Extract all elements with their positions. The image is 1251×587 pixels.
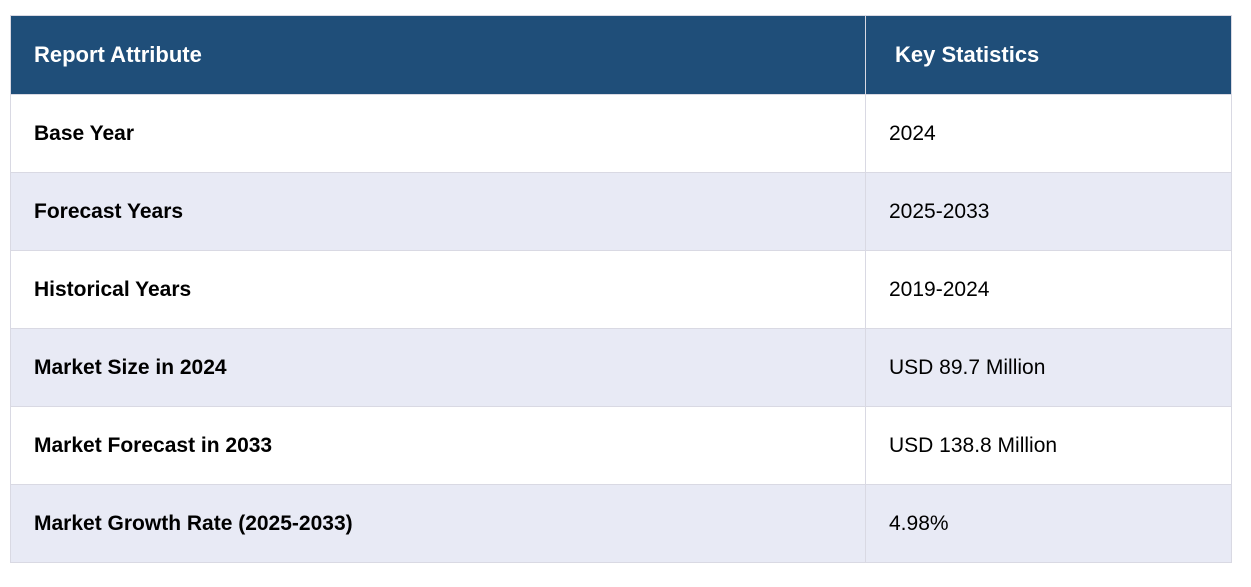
header-report-attribute: Report Attribute [10,15,866,95]
row-value: 2019-2024 [865,250,1232,329]
report-table-container: Report Attribute Key Statistics Base Yea… [10,15,1232,563]
table-row-market-forecast: Market Forecast in 2033 USD 138.8 Millio… [10,406,1232,485]
row-attribute: Market Size in 2024 [10,328,866,407]
table-header-row: Report Attribute Key Statistics [10,15,1232,95]
row-attribute: Historical Years [10,250,866,329]
row-value: USD 138.8 Million [865,406,1232,485]
row-attribute: Base Year [10,94,866,173]
row-value: 4.98% [865,484,1232,563]
report-attributes-table: Report Attribute Key Statistics Base Yea… [10,15,1232,563]
row-attribute: Market Forecast in 2033 [10,406,866,485]
table-row-historical-years: Historical Years 2019-2024 [10,250,1232,329]
row-attribute: Forecast Years [10,172,866,251]
row-attribute: Market Growth Rate (2025-2033) [10,484,866,563]
table-row-growth-rate: Market Growth Rate (2025-2033) 4.98% [10,484,1232,563]
table-row-market-size: Market Size in 2024 USD 89.7 Million [10,328,1232,407]
row-value: 2025-2033 [865,172,1232,251]
table-row-base-year: Base Year 2024 [10,94,1232,173]
header-key-statistics: Key Statistics [865,15,1232,95]
table-row-forecast-years: Forecast Years 2025-2033 [10,172,1232,251]
row-value: 2024 [865,94,1232,173]
row-value: USD 89.7 Million [865,328,1232,407]
